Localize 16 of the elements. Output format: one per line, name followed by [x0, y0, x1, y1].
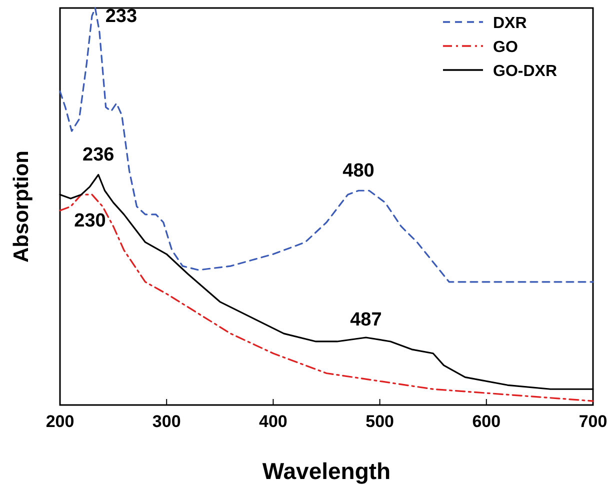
legend-label: GO [493, 39, 518, 56]
annotation: 480 [342, 160, 374, 182]
legend-label: GO-DXR [493, 63, 558, 80]
annotation: 236 [82, 144, 114, 166]
annotation: 233 [105, 6, 138, 27]
annotation: 230 [74, 210, 106, 232]
x-tick-label: 200 [46, 412, 74, 431]
x-tick-label: 600 [472, 412, 501, 431]
x-axis-title: Wavelength [262, 458, 391, 484]
y-axis-title: Absorption [10, 150, 33, 262]
annotation: 487 [350, 310, 382, 331]
x-tick-label: 500 [366, 412, 394, 431]
x-tick-label: 300 [152, 412, 181, 431]
x-tick-label: 400 [259, 412, 288, 431]
x-tick-label: 700 [578, 412, 608, 431]
legend-label: DXR [493, 15, 528, 32]
